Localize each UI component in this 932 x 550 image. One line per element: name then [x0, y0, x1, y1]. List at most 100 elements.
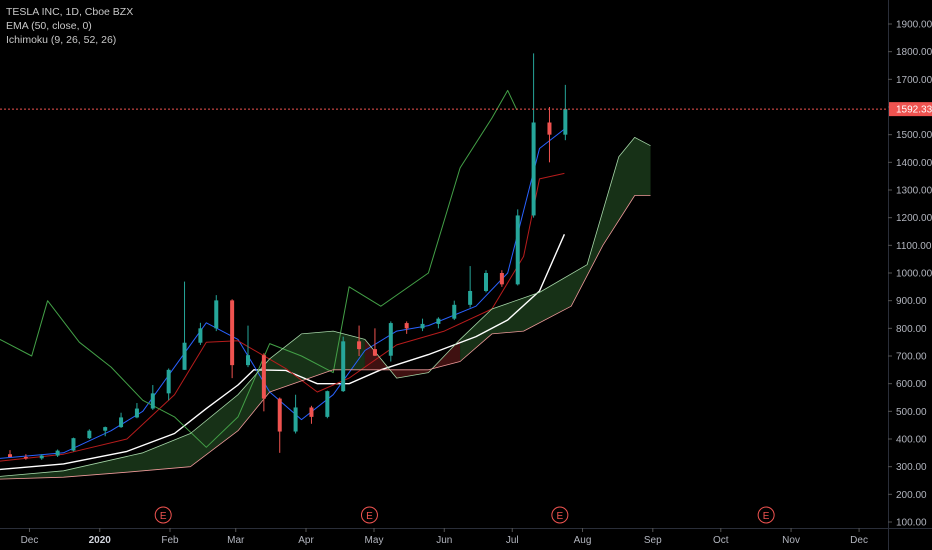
candle: [325, 390, 330, 419]
candle-body: [230, 300, 235, 366]
candle-body: [404, 323, 409, 329]
earnings-marker-circle: [757, 506, 775, 524]
candle-body: [436, 318, 441, 324]
x-tick-label: Dec: [850, 535, 868, 546]
ichimoku-cloud-bullish: [0, 331, 365, 480]
candle: [420, 318, 425, 332]
candle-body: [277, 398, 282, 432]
candle: [119, 412, 124, 428]
candle-body: [39, 455, 44, 459]
candle: [230, 299, 235, 379]
candle-body: [134, 408, 139, 418]
candle: [214, 295, 219, 332]
candle-body: [388, 323, 393, 356]
candle: [309, 405, 314, 424]
candle-body: [103, 427, 108, 431]
candle-body: [547, 122, 552, 135]
earnings-marker-circle: [360, 506, 378, 524]
earnings-marker[interactable]: E: [154, 506, 172, 524]
x-tick-label: Feb: [161, 535, 179, 546]
x-tick-label: May: [365, 535, 384, 546]
earnings-marker-label: E: [366, 511, 373, 522]
y-tick-label: 1700.00: [896, 75, 932, 86]
candle: [357, 325, 362, 356]
candle-body: [420, 323, 425, 329]
x-tick-label: Dec: [21, 535, 39, 546]
candle: [468, 266, 473, 308]
y-tick-label: 900.00: [896, 296, 927, 307]
candle: [103, 426, 108, 437]
earnings-marker-label: E: [557, 511, 564, 522]
leading_b-line: [0, 195, 651, 480]
candle: [261, 353, 266, 412]
chart-legend: TESLA INC, 1D, Cboe BZX EMA (50, close, …: [6, 5, 133, 47]
y-tick-label: 400.00: [896, 435, 927, 446]
candle-body: [150, 393, 155, 409]
x-tick-label: Sep: [644, 535, 662, 546]
ichimoku-cloud-bullish-2: [460, 137, 651, 362]
x-tick-label: Mar: [227, 535, 245, 546]
candle: [499, 270, 504, 287]
y-tick-label: 1800.00: [896, 47, 932, 58]
candle: [452, 300, 457, 321]
candle: [23, 454, 28, 460]
candle: [547, 107, 552, 163]
last-price-badge-bg: [889, 102, 932, 117]
earnings-marker-label: E: [763, 511, 770, 522]
y-tick-label: 1100.00: [896, 241, 932, 252]
y-tick-label: 1200.00: [896, 213, 932, 224]
candle-body: [357, 341, 362, 350]
candle-body: [55, 450, 60, 456]
candle: [166, 368, 171, 401]
candle-body: [182, 342, 187, 370]
candle-body: [87, 430, 92, 439]
candle: [8, 450, 12, 457]
candle: [388, 321, 393, 362]
x-tick-label: Oct: [713, 535, 729, 546]
candle-body: [214, 300, 219, 329]
y-tick-label: 1500.00: [896, 130, 932, 141]
candle-body: [309, 407, 314, 417]
x-tick-label: Jun: [436, 535, 452, 546]
candle-body: [372, 349, 377, 356]
y-tick-label: 1400.00: [896, 158, 932, 169]
candle: [182, 281, 187, 370]
candle-body: [261, 355, 266, 399]
y-tick-label: 300.00: [896, 462, 927, 473]
earnings-marker-circle: [154, 506, 172, 524]
x-tick-label: 2020: [89, 535, 112, 546]
earnings-marker-label: E: [160, 511, 167, 522]
ichimoku-legend[interactable]: Ichimoku (9, 26, 52, 26): [6, 34, 117, 46]
candle: [134, 403, 139, 419]
earnings-marker[interactable]: E: [757, 506, 775, 524]
leading_a-line: [0, 137, 651, 477]
earnings-marker[interactable]: E: [551, 506, 569, 524]
candle: [71, 437, 76, 452]
earnings-marker[interactable]: E: [360, 506, 378, 524]
candle: [150, 385, 155, 410]
last-price-badge: 1592.33: [889, 102, 932, 117]
candle-body: [119, 417, 124, 428]
y-tick-label: 100.00: [896, 518, 927, 529]
x-tick-label: Nov: [782, 535, 800, 546]
candle-body: [23, 456, 28, 459]
ema-legend[interactable]: EMA (50, close, 0): [6, 20, 92, 32]
last-price-badge-label: 1592.33: [896, 105, 932, 116]
candle-body: [8, 454, 12, 457]
candle-body: [293, 407, 298, 432]
y-tick-label: 800.00: [896, 324, 927, 335]
base-line: [0, 172, 565, 462]
candle: [341, 336, 346, 392]
y-tick-label: 700.00: [896, 352, 927, 363]
x-tick-label: Apr: [298, 535, 314, 546]
candle: [531, 53, 536, 218]
candle-body: [166, 369, 171, 394]
conversion-line: [0, 128, 565, 459]
candle: [293, 394, 298, 434]
y-tick-label: 1300.00: [896, 186, 932, 197]
earnings-marker-circle: [551, 506, 569, 524]
symbol-title[interactable]: TESLA INC, 1D, Cboe BZX: [6, 6, 134, 18]
